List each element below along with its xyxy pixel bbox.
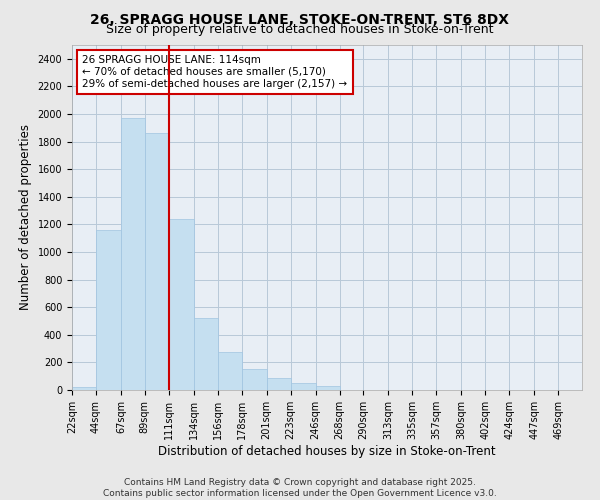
Bar bbox=[169, 219, 194, 390]
Bar bbox=[316, 386, 340, 390]
Bar bbox=[194, 318, 218, 390]
Text: Contains HM Land Registry data © Crown copyright and database right 2025.
Contai: Contains HM Land Registry data © Crown c… bbox=[103, 478, 497, 498]
Y-axis label: Number of detached properties: Number of detached properties bbox=[19, 124, 32, 310]
Bar bbox=[96, 230, 121, 390]
Bar bbox=[242, 370, 266, 390]
Bar bbox=[266, 378, 290, 390]
Text: Size of property relative to detached houses in Stoke-on-Trent: Size of property relative to detached ho… bbox=[106, 22, 494, 36]
Bar bbox=[290, 383, 316, 390]
Text: 26 SPRAGG HOUSE LANE: 114sqm
← 70% of detached houses are smaller (5,170)
29% of: 26 SPRAGG HOUSE LANE: 114sqm ← 70% of de… bbox=[82, 56, 347, 88]
Text: 26, SPRAGG HOUSE LANE, STOKE-ON-TRENT, ST6 8DX: 26, SPRAGG HOUSE LANE, STOKE-ON-TRENT, S… bbox=[91, 12, 509, 26]
Bar bbox=[121, 118, 145, 390]
Bar bbox=[218, 352, 242, 390]
Bar bbox=[145, 134, 169, 390]
Bar bbox=[72, 386, 96, 390]
X-axis label: Distribution of detached houses by size in Stoke-on-Trent: Distribution of detached houses by size … bbox=[158, 444, 496, 458]
